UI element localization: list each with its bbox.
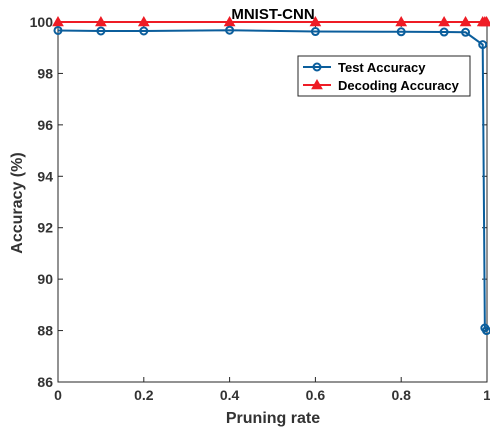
- data-point: [225, 25, 235, 35]
- y-tick-label: 90: [37, 271, 53, 287]
- data-point: [461, 27, 471, 37]
- data-point: [96, 26, 106, 36]
- data-point: [482, 326, 490, 336]
- legend-entry: Test Accuracy: [338, 60, 426, 75]
- y-tick-label: 92: [37, 220, 53, 236]
- data-point: [395, 15, 408, 27]
- y-tick-label: 86: [37, 374, 53, 390]
- data-point: [137, 15, 150, 27]
- x-tick-label: 0: [54, 387, 62, 403]
- y-tick-label: 98: [37, 65, 53, 81]
- x-axis-label: Pruning rate: [226, 410, 320, 427]
- chart-title: MNIST-CNN: [231, 6, 314, 23]
- x-tick-label: 0.8: [391, 387, 411, 403]
- x-tick-label: 0.4: [220, 387, 240, 403]
- y-tick-label: 100: [30, 14, 54, 30]
- legend-box: [297, 55, 471, 97]
- y-tick-label: 88: [37, 323, 53, 339]
- legend-entry: Decoding Accuracy: [338, 78, 460, 93]
- data-point: [439, 27, 449, 37]
- x-tick-label: 0.6: [306, 387, 326, 403]
- x-tick-label: 1: [483, 387, 490, 403]
- data-point: [396, 27, 406, 37]
- y-tick-label: 94: [37, 168, 53, 184]
- x-tick-label: 0.2: [134, 387, 154, 403]
- data-point: [95, 15, 107, 27]
- data-point: [480, 15, 490, 27]
- legend-swatch-marker: [312, 62, 322, 72]
- data-point: [53, 25, 63, 35]
- data-point: [52, 15, 64, 27]
- plot-area: 0 0.2 0.4 0.6 0.8 1 86 88 90 92 94 96 98 100: [30, 14, 490, 403]
- data-point: [478, 40, 488, 50]
- y-axis-label: Accuracy (%): [9, 152, 26, 253]
- legend-swatch-marker: [311, 78, 323, 90]
- data-point: [310, 27, 320, 37]
- y-tick-label: 96: [37, 117, 53, 133]
- series-line: [57, 29, 488, 332]
- data-point: [309, 15, 322, 27]
- data-point: [139, 26, 149, 36]
- data-point: [438, 15, 450, 27]
- data-point: [459, 15, 472, 27]
- legend: Test Accuracy Decoding Accuracy: [297, 55, 471, 97]
